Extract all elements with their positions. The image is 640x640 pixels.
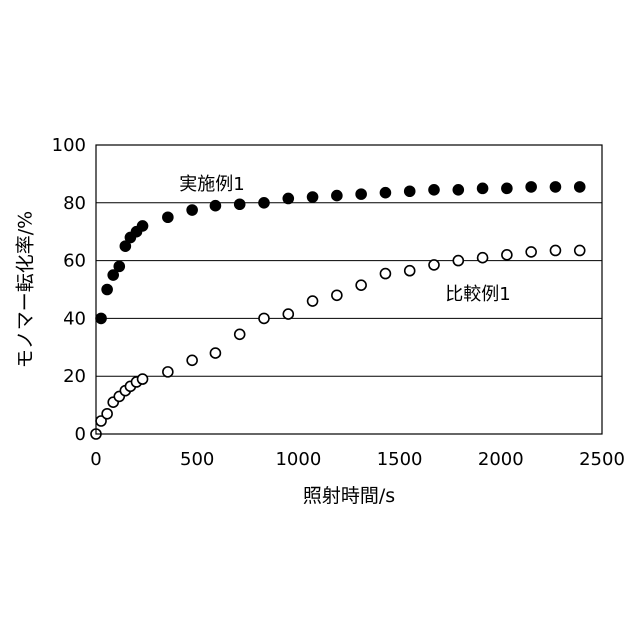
point-comparative-1 (102, 409, 112, 419)
point-example-1 (453, 185, 463, 195)
x-tick-label: 2500 (579, 449, 625, 470)
point-comparative-1 (187, 355, 197, 365)
point-comparative-1 (380, 269, 390, 279)
point-example-1 (550, 182, 560, 192)
point-comparative-1 (526, 247, 536, 257)
point-example-1 (405, 186, 415, 196)
y-tick-label: 80 (63, 193, 86, 214)
point-example-1 (332, 191, 342, 201)
point-comparative-1 (550, 245, 560, 255)
y-tick-label: 100 (52, 135, 86, 156)
point-comparative-1 (356, 280, 366, 290)
point-example-1 (356, 189, 366, 199)
point-example-1 (235, 199, 245, 209)
point-example-1 (259, 198, 269, 208)
x-tick-labels: 0 500 1000 1500 2000 2500 (90, 449, 625, 470)
point-comparative-1 (210, 348, 220, 358)
series-label-comparative-1: 比較例1 (445, 284, 510, 305)
point-example-1 (478, 183, 488, 193)
x-axis-title: 照射時間/s (303, 485, 395, 507)
point-comparative-1 (163, 367, 173, 377)
point-comparative-1 (502, 250, 512, 260)
series-label-example-1: 実施例1 (179, 174, 244, 195)
y-tick-label: 40 (63, 308, 86, 329)
x-tick-label: 2000 (478, 449, 524, 470)
point-comparative-1 (259, 313, 269, 323)
y-tick-label: 0 (75, 424, 86, 445)
point-comparative-1 (138, 374, 148, 384)
point-example-1 (138, 221, 148, 231)
point-example-1 (102, 285, 112, 295)
point-example-1 (502, 183, 512, 193)
point-comparative-1 (283, 309, 293, 319)
point-example-1 (187, 205, 197, 215)
data-points (91, 182, 585, 439)
point-comparative-1 (478, 253, 488, 263)
point-comparative-1 (332, 290, 342, 300)
point-comparative-1 (405, 266, 415, 276)
point-example-1 (308, 192, 318, 202)
y-tick-label: 20 (63, 366, 86, 387)
x-tick-label: 1000 (275, 449, 321, 470)
y-axis-title: モノマー転化率/% (15, 211, 37, 368)
x-tick-label: 1500 (377, 449, 423, 470)
point-example-1 (210, 201, 220, 211)
point-comparative-1 (308, 296, 318, 306)
point-comparative-1 (429, 260, 439, 270)
point-example-1 (283, 193, 293, 203)
point-example-1 (114, 261, 124, 271)
point-example-1 (429, 185, 439, 195)
x-tick-label: 0 (90, 449, 101, 470)
point-example-1 (380, 188, 390, 198)
point-example-1 (526, 182, 536, 192)
gridlines (96, 203, 602, 376)
point-example-1 (163, 212, 173, 222)
y-tick-label: 60 (63, 251, 86, 272)
point-example-1 (96, 313, 106, 323)
point-example-1 (575, 182, 585, 192)
point-comparative-1 (453, 256, 463, 266)
point-comparative-1 (235, 329, 245, 339)
x-tick-label: 500 (180, 449, 214, 470)
y-tick-labels: 0 20 40 60 80 100 (52, 135, 86, 445)
point-comparative-1 (575, 245, 585, 255)
